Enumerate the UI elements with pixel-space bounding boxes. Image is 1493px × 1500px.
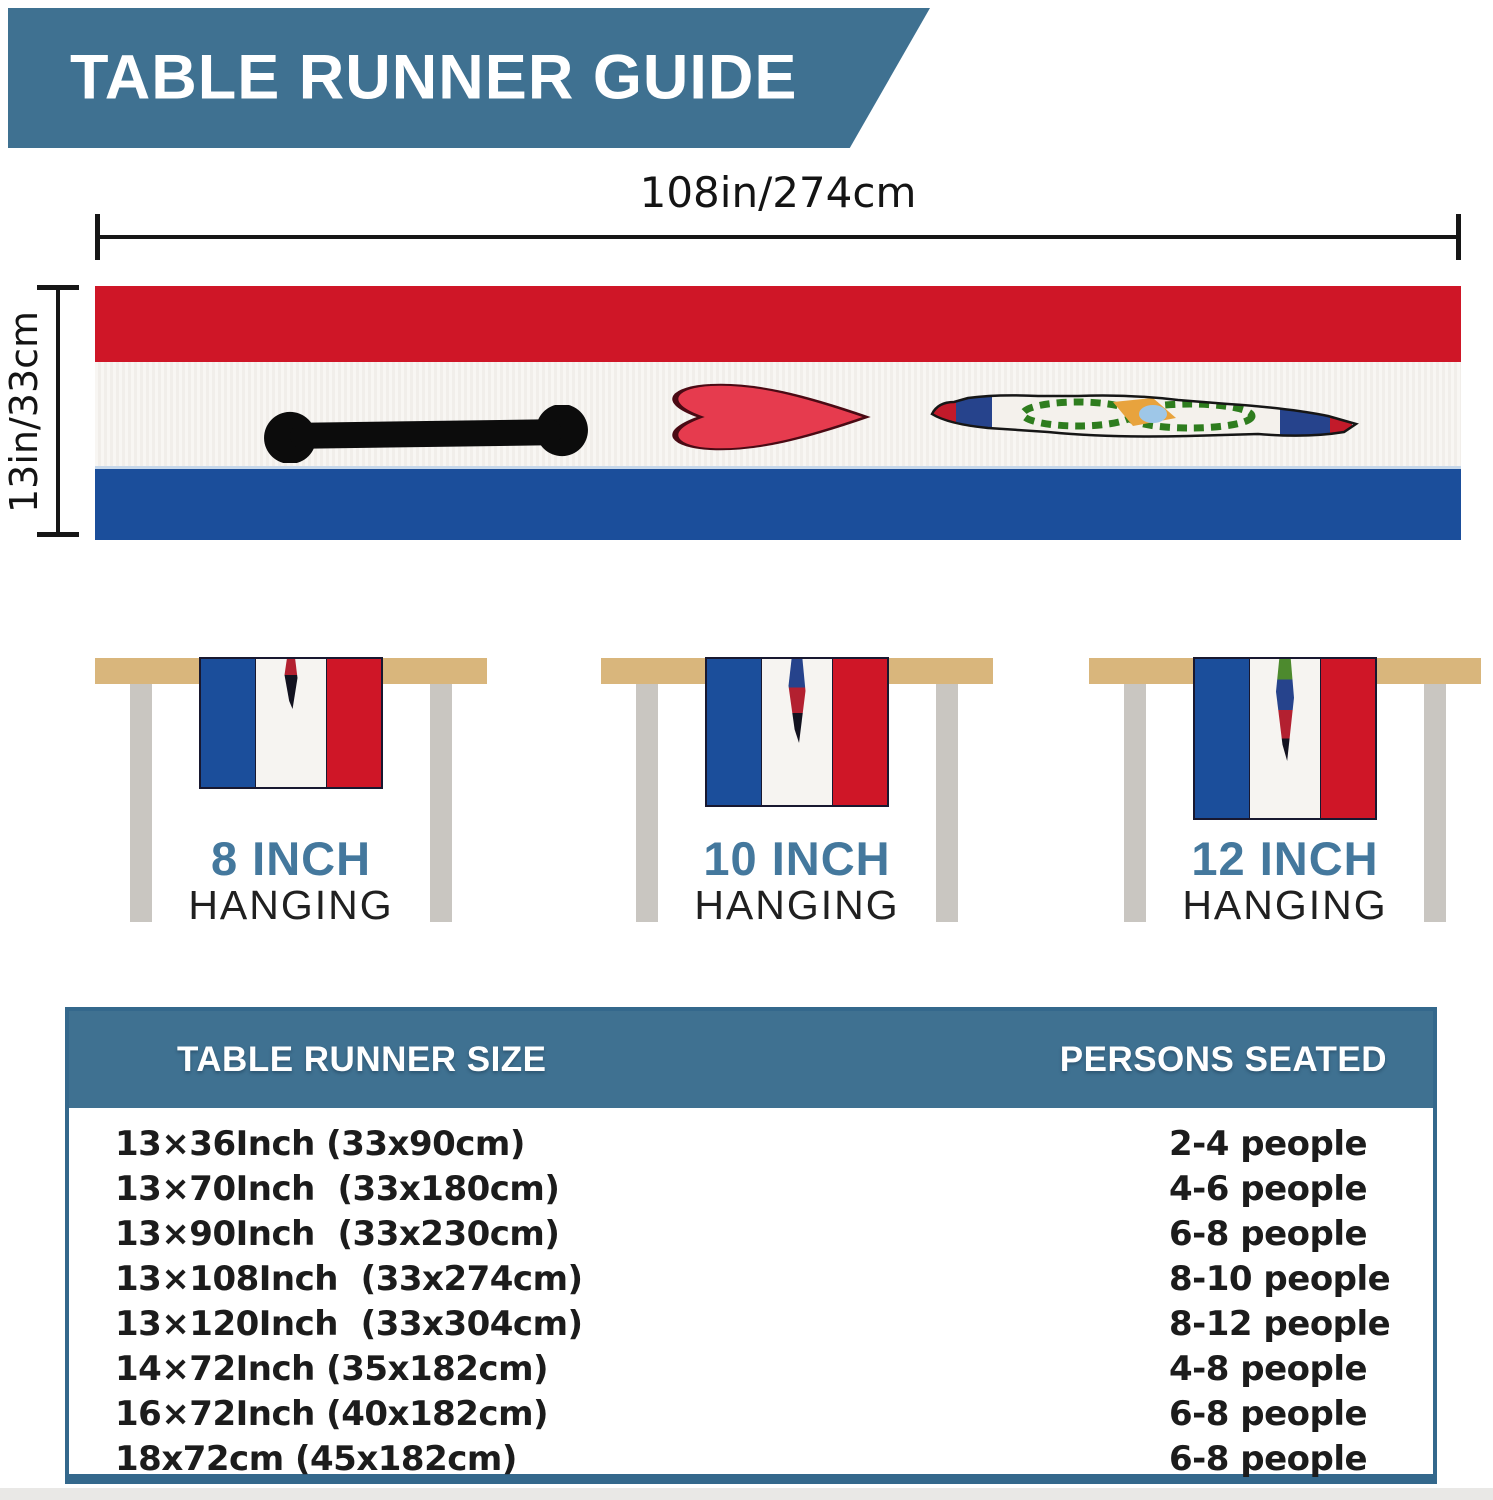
table-leg	[636, 684, 658, 922]
size-table-rows: 13×36Inch (33x90cm) 2-4 people 13×70Inch…	[69, 1108, 1433, 1481]
table-row: 13×108Inch (33x274cm) 8-10 people	[69, 1256, 1433, 1301]
drape-white-stripe	[1249, 659, 1321, 818]
runner-size-cell: 13×70Inch (33x180cm)	[115, 1168, 560, 1209]
persons-cell: 8-12 people	[1169, 1303, 1391, 1344]
runner-size-cell: 13×90Inch (33x230cm)	[115, 1213, 560, 1254]
runner-size-cell: 18x72cm (45x182cm)	[115, 1438, 517, 1479]
size-table-header: TABLE RUNNER SIZE PERSONS SEATED	[69, 1011, 1433, 1108]
height-dimension-line	[37, 285, 79, 537]
table-row: 13×70Inch (33x180cm) 4-6 people	[69, 1166, 1433, 1211]
table-leg	[1124, 684, 1146, 922]
persons-cell: 6-8 people	[1169, 1393, 1368, 1434]
runner-size-cell: 13×36Inch (33x90cm)	[115, 1123, 525, 1164]
table-row: 14×72Inch (35x182cm) 4-8 people	[69, 1346, 1433, 1391]
drape-red-stripe	[833, 659, 887, 805]
draped-runner	[1193, 657, 1377, 820]
table-runner-preview	[95, 286, 1461, 540]
drape-white-stripe	[255, 659, 327, 787]
hanging-caption: HANGING	[1182, 882, 1388, 928]
hanging-figure-10inch: 10 INCH HANGING	[601, 645, 993, 975]
runner-size-cell: 13×120Inch (33x304cm)	[115, 1303, 583, 1344]
runner-size-cell: 14×72Inch (35x182cm)	[115, 1348, 549, 1389]
column-header-people: PERSONS SEATED	[1059, 1039, 1387, 1079]
table-leg	[430, 684, 452, 922]
persons-cell: 2-4 people	[1169, 1123, 1368, 1164]
persons-cell: 8-10 people	[1169, 1258, 1391, 1299]
draped-runner	[705, 657, 889, 807]
persons-cell: 6-8 people	[1169, 1438, 1368, 1479]
hanging-figure-12inch: 12 INCH HANGING	[1089, 645, 1481, 975]
table-row: 13×36Inch (33x90cm) 2-4 people	[69, 1121, 1433, 1166]
runner-size-cell: 16×72Inch (40x182cm)	[115, 1393, 549, 1434]
table-row: 13×120Inch (33x304cm) 8-12 people	[69, 1301, 1433, 1346]
drape-blue-stripe	[1195, 659, 1249, 818]
title-banner: TABLE RUNNER GUIDE	[8, 8, 930, 148]
runner-blue-stripe	[95, 466, 1461, 540]
drape-white-stripe	[761, 659, 833, 805]
table-row: 16×72Inch (40x182cm) 6-8 people	[69, 1391, 1433, 1436]
persons-cell: 4-8 people	[1169, 1348, 1368, 1389]
draped-runner	[199, 657, 383, 789]
table-row: 13×90Inch (33x230cm) 6-8 people	[69, 1211, 1433, 1256]
heart-icon	[672, 383, 871, 451]
table-row: 18x72cm (45x182cm) 6-8 people	[69, 1436, 1433, 1481]
drape-blue-stripe	[201, 659, 255, 787]
hanging-size-label: 12 INCH	[1191, 832, 1379, 885]
column-header-size: TABLE RUNNER SIZE	[177, 1039, 547, 1079]
table-leg	[936, 684, 958, 922]
flag-map-motif-icon	[1276, 659, 1294, 761]
hanging-size-label: 8 INCH	[210, 832, 372, 885]
width-dimension-line	[95, 214, 1461, 260]
hanging-caption: HANGING	[188, 882, 394, 928]
height-dimension-label: 13in/33cm	[2, 310, 46, 514]
runner-size-cell: 13×108Inch (33x274cm)	[115, 1258, 583, 1299]
drape-red-stripe	[327, 659, 381, 787]
persons-cell: 6-8 people	[1169, 1213, 1368, 1254]
bone-shape-icon	[264, 405, 588, 463]
bottom-edge-strip	[0, 1488, 1493, 1500]
table-leg	[1424, 684, 1446, 922]
runner-red-stripe	[95, 286, 1461, 362]
hanging-caption: HANGING	[694, 882, 900, 928]
persons-cell: 4-6 people	[1169, 1168, 1368, 1209]
drape-blue-stripe	[707, 659, 761, 805]
belize-flag-map-icon	[930, 394, 1359, 438]
flag-map-motif-icon	[284, 659, 298, 709]
hanging-size-label: 10 INCH	[703, 832, 891, 885]
size-table: TABLE RUNNER SIZE PERSONS SEATED 13×36In…	[65, 1007, 1437, 1484]
page-title: TABLE RUNNER GUIDE	[70, 42, 798, 113]
flag-map-motif-icon	[788, 659, 806, 743]
width-dimension-label: 108in/274cm	[639, 168, 917, 217]
hanging-figure-8inch: 8 INCH HANGING	[95, 645, 487, 975]
table-leg	[130, 684, 152, 922]
drape-red-stripe	[1321, 659, 1375, 818]
